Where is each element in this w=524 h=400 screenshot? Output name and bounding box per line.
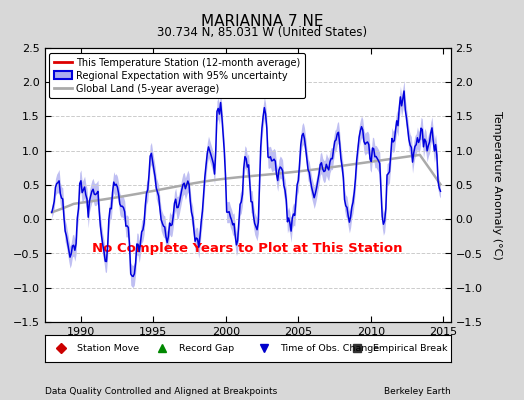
Text: Empirical Break: Empirical Break <box>374 344 448 353</box>
Text: Station Move: Station Move <box>77 344 139 353</box>
Text: Berkeley Earth: Berkeley Earth <box>384 387 451 396</box>
Text: Data Quality Controlled and Aligned at Breakpoints: Data Quality Controlled and Aligned at B… <box>45 387 277 396</box>
Text: No Complete Years to Plot at This Station: No Complete Years to Plot at This Statio… <box>92 242 403 254</box>
Text: Time of Obs. Change: Time of Obs. Change <box>280 344 379 353</box>
Legend: This Temperature Station (12-month average), Regional Expectation with 95% uncer: This Temperature Station (12-month avera… <box>49 53 305 98</box>
Y-axis label: Temperature Anomaly (°C): Temperature Anomaly (°C) <box>492 111 502 259</box>
Text: 30.734 N, 85.031 W (United States): 30.734 N, 85.031 W (United States) <box>157 26 367 39</box>
Text: Record Gap: Record Gap <box>179 344 234 353</box>
Text: MARIANNA 7 NE: MARIANNA 7 NE <box>201 14 323 29</box>
